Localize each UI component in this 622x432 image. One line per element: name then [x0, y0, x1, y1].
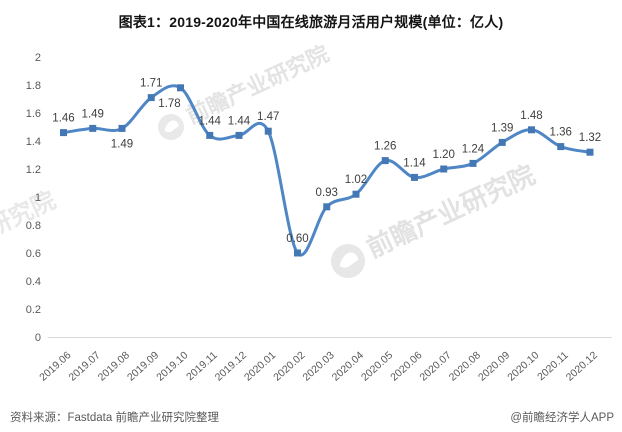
data-point-marker [352, 190, 360, 198]
data-point-marker [528, 126, 535, 134]
x-tick-label: 2020.08 [447, 349, 483, 383]
y-tick-label: 1 [35, 192, 41, 204]
data-point-marker [381, 157, 389, 165]
data-point-marker [177, 84, 184, 92]
plot-area: 00.20.40.60.811.21.41.61.822019.062019.0… [26, 52, 612, 384]
data-point-label: 1.24 [462, 143, 485, 155]
data-point-label: 1.47 [257, 111, 279, 123]
data-point-label: 1.39 [491, 122, 513, 134]
data-point-label: 1.36 [550, 127, 572, 139]
x-tick-label: 2019.09 [125, 349, 161, 383]
data-point-label: 0.93 [316, 187, 338, 199]
data-point-label: 1.49 [111, 138, 133, 150]
source-note: 资料来源：Fastdata 前瞻产业研究院整理 [10, 412, 219, 424]
y-tick-label: 2 [35, 52, 41, 64]
y-tick-label: 0.6 [26, 248, 41, 260]
app-credit: @前瞻经济学人APP [510, 412, 614, 424]
data-point-marker [323, 203, 331, 211]
data-point-marker [264, 127, 272, 135]
x-tick-label: 2019.07 [67, 349, 103, 383]
watermark-swoosh-icon [164, 120, 179, 133]
data-point-label: 1.49 [82, 108, 104, 120]
x-tick-label: 2020.12 [564, 349, 600, 383]
x-tick-label: 2019.12 [213, 349, 249, 383]
data-point-marker [235, 131, 243, 139]
x-tick-label: 2020.03 [301, 349, 337, 383]
y-tick-label: 1.6 [26, 108, 41, 120]
x-tick-label: 2019.10 [154, 349, 190, 383]
data-point-marker [118, 124, 126, 132]
data-point-label: 1.46 [52, 113, 74, 125]
data-point-label: 1.20 [433, 149, 455, 161]
data-point-marker [440, 165, 448, 173]
data-point-label: 1.71 [140, 78, 162, 90]
footer: 资料来源：Fastdata 前瞻产业研究院整理 @前瞻经济学人APP [10, 409, 614, 425]
data-point-label: 1.78 [158, 98, 180, 110]
y-tick-label: 1.2 [26, 164, 41, 176]
data-point-marker [557, 143, 565, 151]
x-tick-label: 2020.07 [418, 349, 454, 383]
x-tick-label: 2019.06 [37, 349, 73, 383]
data-point-marker [411, 173, 418, 181]
x-tick-label: 2020.05 [359, 349, 395, 383]
data-point-marker [89, 124, 97, 132]
x-tick-label: 2020.06 [388, 349, 424, 383]
x-tick-label: 2019.08 [96, 349, 132, 383]
data-point-label: 1.44 [228, 115, 251, 127]
x-tick-label: 2020.09 [476, 349, 512, 383]
data-point-label: 1.02 [345, 174, 367, 186]
y-tick-label: 0.4 [26, 276, 41, 288]
data-point-marker [586, 148, 594, 156]
watermark-logo-circle-icon [331, 244, 365, 278]
data-point-label: 1.32 [579, 132, 601, 144]
data-point-marker [498, 138, 506, 146]
data-point-label: 1.14 [403, 157, 426, 169]
y-tick-label: 0 [35, 332, 41, 344]
x-tick-label: 2020.04 [330, 349, 366, 383]
watermark-text: 前瞻产业研究院 [362, 159, 540, 263]
watermark-swoosh-icon [339, 252, 359, 268]
watermark-text: 前瞻产业研究院 [0, 186, 60, 282]
chart-title: 图表1：2019-2020年中国在线旅游月活用户规模(单位：亿人) [118, 14, 504, 30]
data-point-marker [206, 131, 214, 139]
data-point-label: 1.26 [374, 141, 396, 153]
x-tick-label: 2020.10 [505, 349, 541, 383]
y-tick-label: 0.2 [26, 304, 41, 316]
y-tick-label: 0.8 [26, 220, 41, 232]
data-point-marker [60, 129, 67, 137]
watermark-logo-circle-icon [158, 114, 184, 140]
data-point-marker [294, 249, 301, 257]
x-tick-label: 2020.02 [271, 349, 307, 383]
data-point-marker [469, 159, 477, 167]
data-point-marker [147, 94, 155, 102]
y-tick-label: 1.4 [26, 136, 41, 148]
y-tick-label: 1.8 [26, 80, 41, 92]
x-tick-label: 2020.01 [242, 349, 278, 383]
data-point-label: 0.60 [286, 233, 308, 245]
data-point-label: 1.48 [520, 110, 542, 122]
data-point-label: 1.44 [199, 115, 222, 127]
